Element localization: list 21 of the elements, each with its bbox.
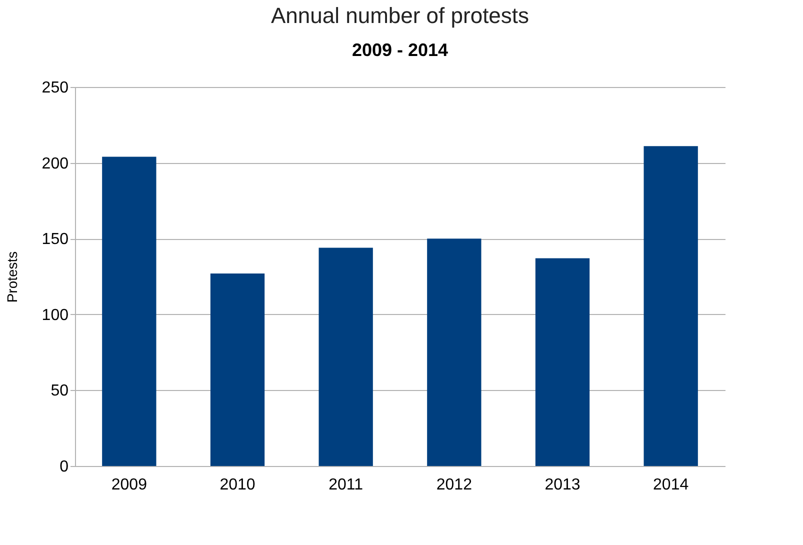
- x-tick-label: 2009: [111, 476, 148, 494]
- x-tick-label: 2011: [328, 476, 364, 494]
- chart-title: Annual number of protests: [270, 3, 530, 28]
- y-tick-label: 250: [42, 80, 69, 96]
- bar: [427, 238, 482, 466]
- y-tick-label: 100: [42, 306, 69, 324]
- bar: [535, 258, 590, 466]
- y-tick-label: 150: [42, 231, 69, 248]
- x-tick-label: 2014: [653, 476, 689, 494]
- x-tick-label: 2012: [436, 476, 472, 494]
- bar: [644, 146, 698, 466]
- y-tick-label: 0: [60, 458, 69, 476]
- y-tick-label: 200: [42, 155, 69, 172]
- chart-subtitle: 2009 - 2014: [352, 40, 448, 60]
- bar: [210, 273, 265, 466]
- x-tick-label: 2010: [220, 476, 256, 494]
- y-tick-label: 50: [50, 382, 69, 400]
- bar: [318, 248, 373, 466]
- x-tick-label: 2013: [544, 476, 580, 494]
- bar: [102, 156, 156, 466]
- y-axis-title: Protests: [4, 251, 20, 303]
